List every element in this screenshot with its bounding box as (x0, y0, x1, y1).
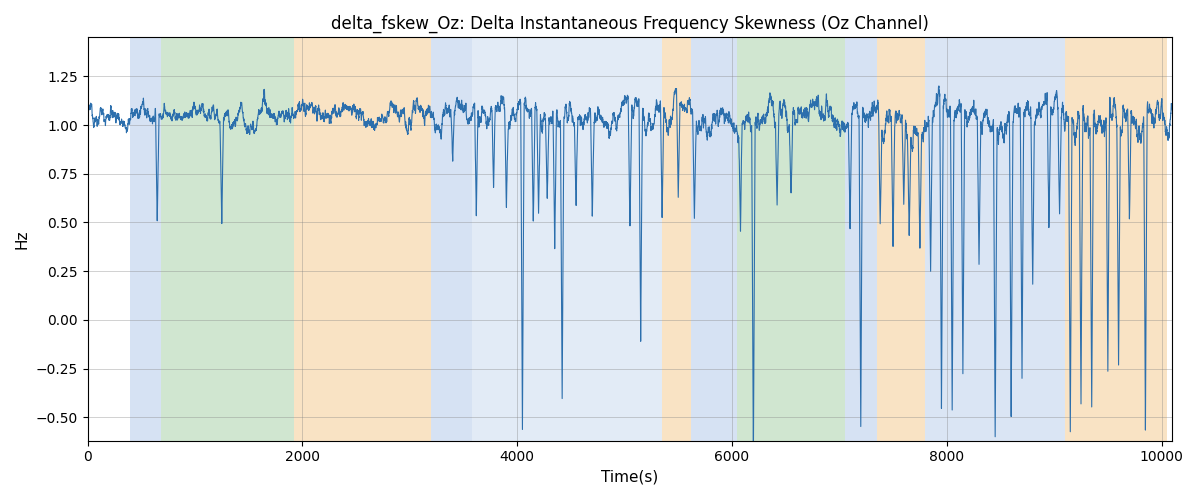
Bar (472, 38, 662, 440)
Bar (877, 38, 925, 440)
Y-axis label: Hz: Hz (14, 230, 30, 249)
Bar (431, 38, 472, 440)
Bar (737, 38, 769, 440)
Bar (161, 38, 294, 440)
Bar (925, 38, 1022, 440)
Bar (294, 38, 431, 440)
X-axis label: Time(s): Time(s) (601, 470, 659, 485)
Bar (131, 38, 161, 440)
Bar (691, 38, 737, 440)
Bar (769, 38, 845, 440)
Title: delta_fskew_Oz: Delta Instantaneous Frequency Skewness (Oz Channel): delta_fskew_Oz: Delta Instantaneous Freq… (331, 15, 929, 34)
Bar (845, 38, 877, 440)
Bar (1064, 38, 1166, 440)
Bar (1022, 38, 1064, 440)
Bar (662, 38, 691, 440)
